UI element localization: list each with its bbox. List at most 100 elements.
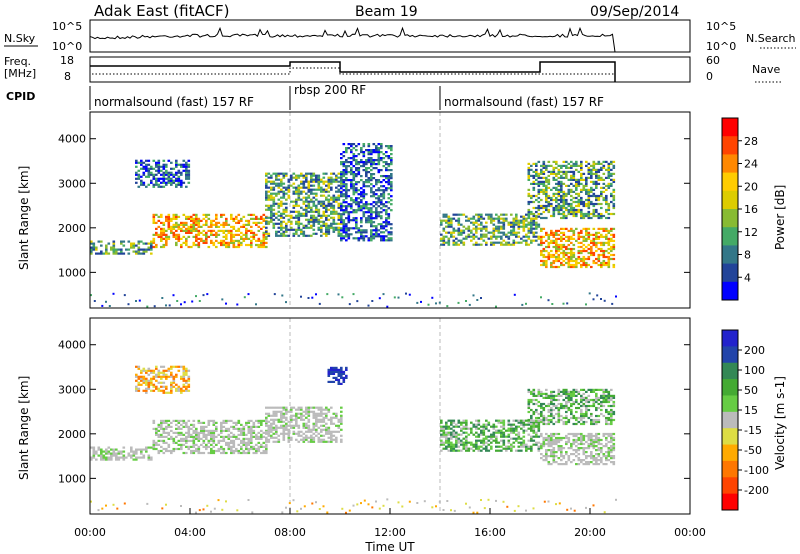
echo-cell [577,255,581,259]
echo-cell [330,222,333,225]
echo-cell [375,163,378,166]
echo-cell [587,166,591,169]
echo-cell [107,252,111,255]
echo-cell [540,216,543,220]
echo-cell [100,450,103,453]
echo-cell [280,406,283,409]
echo-cell [155,179,158,182]
echo-cell [582,259,586,263]
echo-cell [330,368,333,371]
echo-cell [567,255,571,259]
echo-cell [540,406,543,410]
echo-cell [147,456,151,459]
echo-cell [317,180,321,183]
echo-cell [297,412,301,415]
echo-cell [562,200,566,204]
echo-cell [327,176,331,179]
echo-cell [462,243,466,246]
echo-cell [145,381,148,384]
echo-cell [182,419,186,422]
echo-cell [577,237,581,240]
echo-cell [340,215,343,218]
echo-cell [580,190,583,193]
echo-cell [582,257,586,261]
echo-cell [557,190,561,193]
echo-cell [270,180,273,183]
echo-cell [387,181,391,184]
echo-cell [595,445,598,448]
echo-cell [460,429,463,432]
echo-cell [177,239,181,242]
echo-cell [252,235,256,238]
echo-cell [577,245,581,249]
echo-cell [315,216,318,219]
echo-cell [375,159,378,162]
echo-cell [515,213,518,216]
echo-cell [200,237,203,240]
echo-cell [312,196,316,199]
echo-cell [467,449,471,452]
echo-cell [590,168,593,171]
echo-cell [270,208,273,211]
echo-cell [577,436,581,440]
echo-cell [347,227,351,230]
echo-cell [325,234,328,237]
echo-cell [247,439,251,442]
echo-cell [537,192,541,195]
echo-cell [530,168,533,171]
echo-cell [382,189,386,192]
echo-cell [257,229,261,232]
echo-cell [290,426,293,429]
echo-cell [145,163,148,166]
echo-cell [545,255,548,259]
echo-cell [540,263,543,267]
echo-cell [607,440,611,444]
echo-cell [502,431,506,434]
echo-cell [545,442,548,446]
echo-cell [370,235,373,238]
echo-cell [595,457,598,460]
echo-cell [112,448,116,451]
echo-cell [545,178,548,181]
echo-cell [187,227,191,230]
echo-cell [250,445,253,448]
echo-cell [307,420,311,423]
echo-cell [315,204,318,207]
echo-cell [565,170,568,173]
echo-cell [170,371,173,374]
echo-cell [570,170,573,173]
echo-cell [557,392,561,395]
echo-cell [292,200,296,203]
echo-cell [180,419,183,422]
echo-cell [577,261,581,265]
echo-cell [585,182,588,185]
echo-cell [597,160,601,163]
echo-cell [235,215,238,218]
echo-cell [325,426,328,429]
echo-cell [545,455,548,458]
echo-cell [277,406,281,409]
echo-cell [165,173,168,176]
echo-cell [297,426,301,429]
echo-cell [472,425,476,428]
echo-cell [607,184,611,187]
echo-cell [232,245,236,249]
echo-cell [480,429,483,432]
echo-cell [567,208,571,212]
echo-cell [562,259,566,263]
echo-cell [445,431,448,434]
echo-cell [545,422,548,426]
echo-cell [267,208,271,211]
echo-cell [145,248,148,251]
echo-cell [482,433,486,436]
echo-cell [565,392,568,395]
echo-cell [542,418,546,422]
echo-cell [167,177,171,180]
echo-cell [100,240,103,243]
echo-cell [542,164,546,167]
echo-cell [145,175,148,178]
echo-cell [320,434,323,437]
echo-cell [345,191,348,194]
echo-cell [355,199,358,202]
echo-cell [207,451,211,455]
